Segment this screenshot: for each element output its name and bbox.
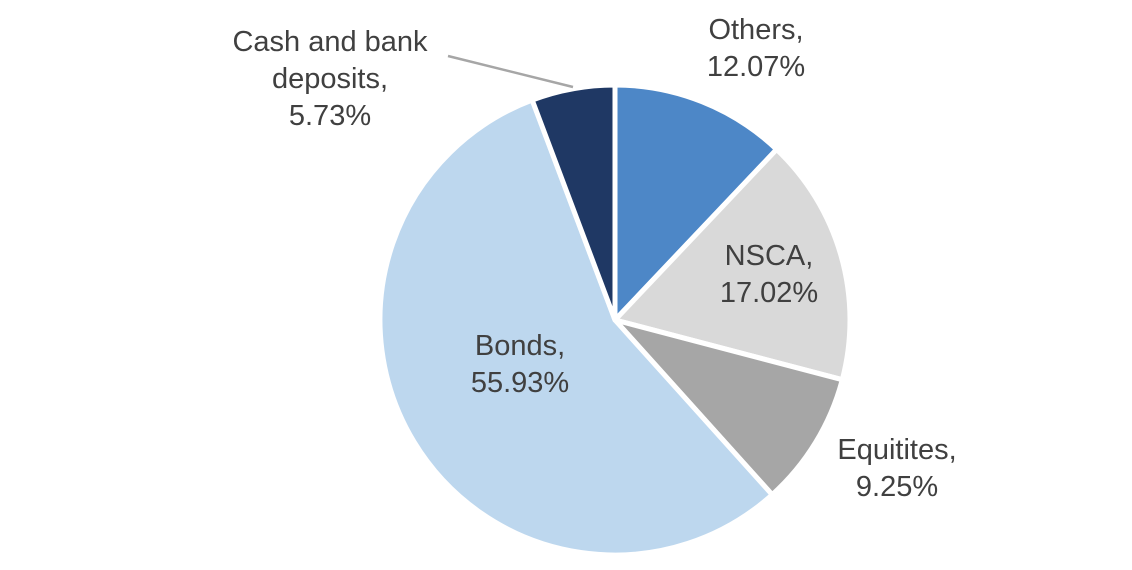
label-cash-and-bank-deposits: Cash and bank deposits, 5.73% <box>232 24 427 135</box>
label-nsca-name: NSCA, <box>724 240 814 272</box>
pie-slice-cash <box>529 82 618 323</box>
label-cash-name-line2: deposits, <box>271 63 389 95</box>
label-others-name: Others, <box>708 14 804 46</box>
label-bonds-name: Bonds, <box>474 330 566 362</box>
label-equitites-value: 9.25% <box>855 471 939 503</box>
label-nsca: NSCA, 17.02% <box>720 238 818 312</box>
label-bonds: Bonds, 55.93% <box>471 328 569 402</box>
leader-line-cash <box>447 54 574 89</box>
label-nsca-value: 17.02% <box>719 277 819 309</box>
pie-slice-equitites <box>612 317 845 498</box>
label-equitites-name: Equitites, <box>837 434 957 466</box>
pie-slice-bonds <box>377 97 775 558</box>
label-equitites: Equitites, 9.25% <box>837 432 956 506</box>
pie-slice-nsca <box>612 146 853 383</box>
label-bonds-value: 55.93% <box>470 367 570 399</box>
label-others-value: 12.07% <box>706 51 806 83</box>
pie-slice-others <box>612 82 780 323</box>
label-cash-name-line1: Cash and bank <box>232 26 428 58</box>
label-others: Others, 12.07% <box>707 12 805 86</box>
label-cash-value: 5.73% <box>288 100 372 132</box>
pie-slices-group <box>377 82 853 558</box>
